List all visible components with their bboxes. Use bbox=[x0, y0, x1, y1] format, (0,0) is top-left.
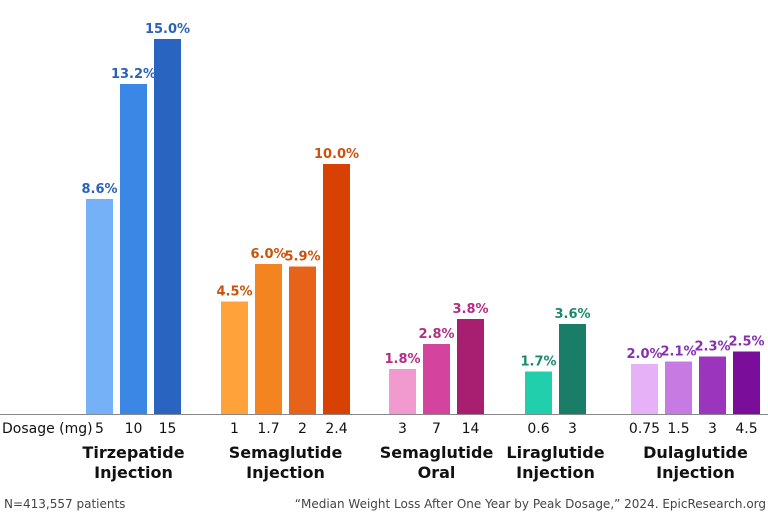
bar-value-label: 3.6% bbox=[554, 307, 590, 322]
bar bbox=[86, 199, 113, 414]
bar-value-label: 2.1% bbox=[660, 345, 696, 360]
bar bbox=[120, 84, 147, 414]
bars-layer: 8.6%513.2%1015.0%15TirzepatideInjection4… bbox=[81, 22, 764, 482]
bar bbox=[559, 324, 586, 414]
dose-tick-label: 14 bbox=[462, 421, 480, 437]
bar bbox=[221, 301, 248, 414]
bar bbox=[255, 264, 282, 414]
bar-value-label: 1.8% bbox=[384, 352, 420, 367]
dose-tick-label: 3 bbox=[708, 421, 717, 437]
group-label: Semaglutide bbox=[380, 443, 494, 462]
group-label: Injection bbox=[246, 463, 325, 482]
bar-value-label: 2.5% bbox=[728, 335, 764, 350]
group-label: Liraglutide bbox=[506, 443, 604, 462]
bar bbox=[699, 356, 726, 414]
bar bbox=[631, 364, 658, 414]
dose-tick-label: 2.4 bbox=[325, 421, 347, 437]
bar bbox=[323, 164, 350, 414]
dose-tick-label: 0.75 bbox=[629, 421, 660, 437]
bar bbox=[154, 39, 181, 414]
dose-tick-label: 1.7 bbox=[257, 421, 279, 437]
dose-tick-label: 10 bbox=[125, 421, 143, 437]
dose-tick-label: 3 bbox=[568, 421, 577, 437]
footer-left: N=413,557 patients bbox=[4, 497, 125, 511]
group-label: Oral bbox=[418, 463, 456, 482]
dose-tick-label: 3 bbox=[398, 421, 407, 437]
bar bbox=[389, 369, 416, 414]
dose-tick-label: 4.5 bbox=[735, 421, 757, 437]
bar-value-label: 2.8% bbox=[418, 327, 454, 342]
bar bbox=[423, 344, 450, 414]
bar-value-label: 13.2% bbox=[111, 67, 156, 82]
footer-right: “Median Weight Loss After One Year by Pe… bbox=[295, 497, 766, 511]
group-label: Dulaglutide bbox=[643, 443, 748, 462]
bar bbox=[665, 361, 692, 414]
bar bbox=[525, 371, 552, 414]
dose-tick-label: 7 bbox=[432, 421, 441, 437]
bar bbox=[457, 319, 484, 414]
bar-value-label: 6.0% bbox=[250, 247, 286, 262]
dosage-axis-label: Dosage (mg) bbox=[2, 421, 93, 437]
group-label: Injection bbox=[516, 463, 595, 482]
bar-value-label: 15.0% bbox=[145, 22, 190, 37]
bar-value-label: 4.5% bbox=[216, 285, 252, 300]
bar bbox=[733, 351, 760, 414]
bar-value-label: 5.9% bbox=[284, 250, 320, 265]
dose-tick-label: 15 bbox=[159, 421, 177, 437]
bar-value-label: 10.0% bbox=[314, 147, 359, 162]
group-label: Tirzepatide bbox=[82, 443, 184, 462]
group-label: Injection bbox=[94, 463, 173, 482]
bar-value-label: 8.6% bbox=[81, 182, 117, 197]
group-label: Injection bbox=[656, 463, 735, 482]
bar bbox=[289, 266, 316, 414]
dose-tick-label: 1 bbox=[230, 421, 239, 437]
group-label: Semaglutide bbox=[229, 443, 343, 462]
bar-value-label: 1.7% bbox=[520, 355, 556, 370]
dose-tick-label: 1.5 bbox=[667, 421, 689, 437]
bar-value-label: 2.3% bbox=[694, 340, 730, 355]
dose-tick-label: 2 bbox=[298, 421, 307, 437]
bar-value-label: 3.8% bbox=[452, 302, 488, 317]
bar-value-label: 2.0% bbox=[626, 347, 662, 362]
dose-tick-label: 0.6 bbox=[527, 421, 549, 437]
dose-tick-label: 5 bbox=[95, 421, 104, 437]
